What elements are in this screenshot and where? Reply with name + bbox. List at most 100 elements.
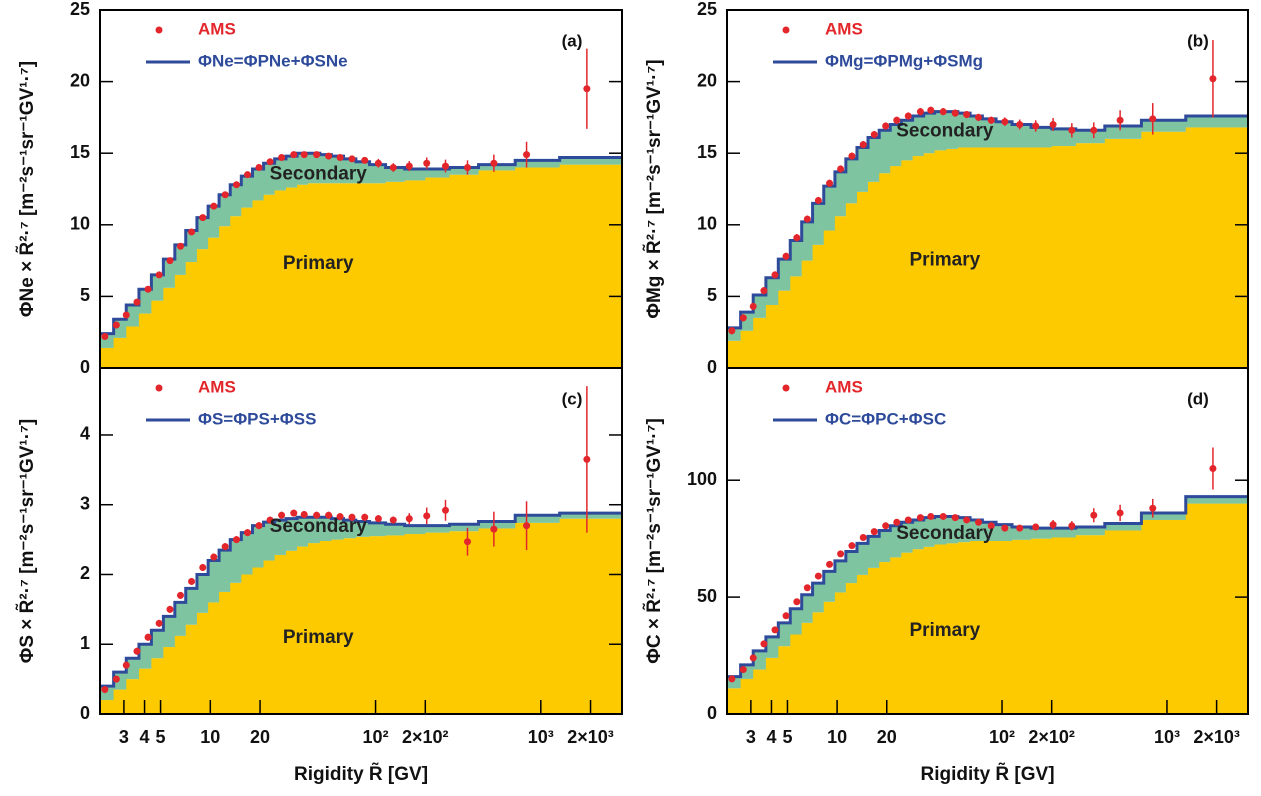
data-point: [290, 509, 298, 517]
data-point: [916, 108, 924, 116]
y-tick-label: 0: [707, 703, 717, 723]
secondary-bin: [174, 244, 187, 275]
secondary-bin: [868, 536, 880, 568]
data-point: [232, 181, 240, 189]
x-tick-label: 3: [119, 727, 129, 747]
primary-bin: [856, 191, 869, 368]
primary-bin: [100, 700, 115, 714]
data-point: [848, 152, 856, 160]
y-axis-title: ΦC × R̃²·⁷ [m⁻²s⁻¹sr⁻¹GV¹·⁷]: [642, 418, 665, 664]
data-point: [904, 516, 912, 524]
secondary-bin: [790, 608, 803, 635]
data-point: [1049, 121, 1057, 129]
annotation: Primary: [283, 627, 354, 648]
x-tick-label: 3: [746, 727, 756, 747]
primary-bin: [297, 184, 309, 368]
data-point: [859, 533, 867, 541]
data-point: [313, 151, 321, 159]
data-point: [771, 626, 779, 634]
x-tick-label: 4: [766, 727, 776, 747]
secondary-bin: [241, 176, 253, 208]
secondary-bin: [285, 156, 298, 188]
data-point: [244, 529, 252, 537]
x-tick-label: 2×10²: [1028, 727, 1075, 747]
x-tick-label: 10: [200, 727, 220, 747]
data-point: [951, 514, 959, 522]
secondary-bin: [163, 616, 176, 648]
primary-bin: [515, 167, 561, 368]
primary-bin: [196, 612, 209, 714]
primary-bin: [385, 181, 406, 368]
primary-bin: [559, 518, 623, 714]
data-point: [133, 298, 141, 306]
primary-bin: [1051, 537, 1077, 714]
secondary-bin: [1141, 512, 1187, 520]
data-point: [232, 536, 240, 544]
x-tick-label: 5: [782, 727, 792, 747]
primary-bin: [331, 183, 345, 368]
data-point: [490, 525, 498, 533]
primary-bin: [449, 174, 480, 368]
data-point: [1032, 122, 1040, 130]
primary-bin: [868, 567, 880, 714]
secondary-bin: [901, 120, 914, 161]
secondary-bin: [369, 164, 387, 184]
secondary-bin: [449, 524, 480, 532]
data-point: [1068, 522, 1076, 530]
secondary-bin: [834, 171, 847, 217]
data-point: [300, 151, 308, 159]
primary-bin: [934, 150, 947, 368]
secondary-bin: [812, 203, 825, 245]
primary-bin: [285, 550, 298, 714]
data-point: [441, 162, 449, 170]
secondary-bin: [1031, 528, 1053, 539]
primary-bin: [740, 678, 754, 714]
y-tick-label: 0: [80, 357, 90, 377]
secondary-bin: [1075, 526, 1106, 536]
data-point: [266, 158, 274, 166]
data-point: [112, 321, 120, 329]
data-point: [749, 654, 757, 662]
secondary-bin: [478, 164, 516, 171]
primary-bin: [1031, 147, 1053, 368]
data-point: [361, 513, 369, 521]
data-point: [793, 598, 801, 606]
secondary-bin: [126, 304, 140, 327]
data-point: [951, 109, 959, 117]
data-point: [374, 159, 382, 167]
annotation: Primary: [283, 253, 354, 274]
primary-bin: [126, 679, 140, 714]
secondary-bin: [778, 259, 791, 291]
x-axis-title: Rigidity R̃ [GV]: [294, 762, 428, 785]
primary-bin: [912, 549, 925, 714]
primary-bin: [241, 207, 253, 368]
primary-bin: [1051, 146, 1077, 368]
data-point: [122, 661, 130, 669]
y-tick-label: 0: [80, 703, 90, 723]
secondary-bin: [823, 571, 836, 602]
primary-bin: [241, 574, 253, 714]
secondary-bin: [208, 206, 220, 238]
secondary-bin: [478, 521, 516, 529]
secondary-bin: [151, 630, 164, 659]
primary-bin: [801, 622, 814, 714]
legend-marker: [155, 384, 163, 392]
secondary-bin: [252, 168, 265, 201]
legend-label: AMS: [825, 377, 863, 396]
primary-bin: [957, 147, 971, 368]
primary-bin: [1075, 535, 1106, 714]
panel-label: (d): [1187, 389, 1209, 408]
secondary-bin: [957, 517, 971, 543]
data-point: [101, 332, 109, 340]
primary-bin: [208, 602, 220, 714]
secondary-bin: [946, 516, 959, 544]
data-point: [423, 512, 431, 520]
legend-label: ΦS=ΦPS+ΦSS: [198, 409, 316, 428]
primary-bin: [1012, 539, 1032, 714]
x-tick-label: 10²: [989, 727, 1015, 747]
secondary-bin: [230, 184, 242, 217]
secondary-bin: [404, 525, 426, 535]
secondary-bin: [355, 161, 371, 184]
x-tick-label: 2×10³: [1193, 727, 1240, 747]
secondary-bin: [515, 515, 561, 523]
